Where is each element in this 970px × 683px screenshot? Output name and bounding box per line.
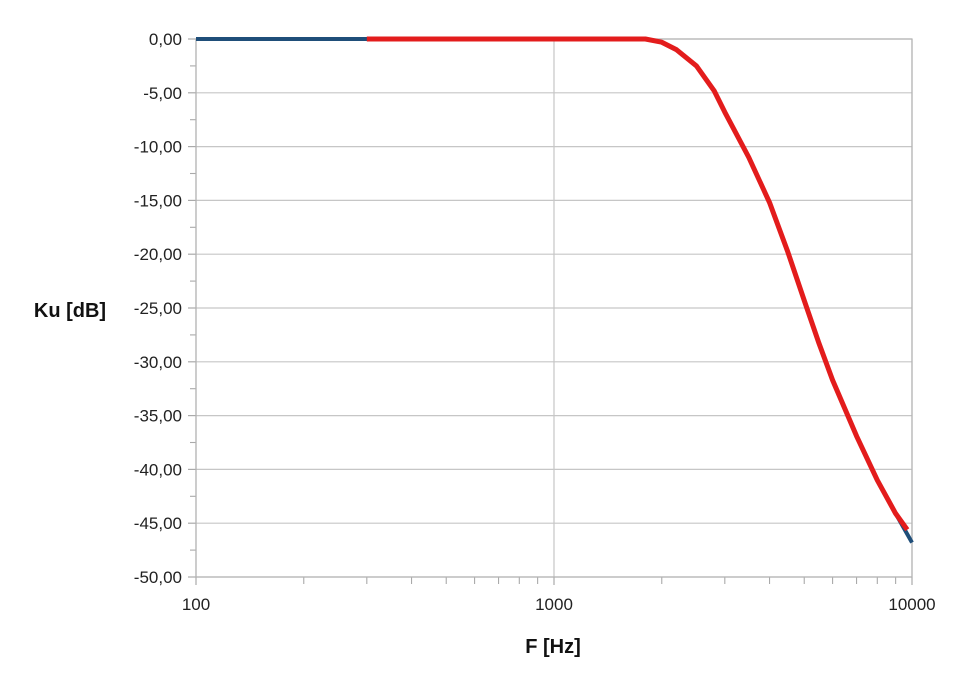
y-tick-label: -40,00 — [134, 460, 182, 479]
x-tick-label: 100 — [182, 595, 210, 614]
y-tick-label: -30,00 — [134, 353, 182, 372]
x-axis-tick-labels: 100 1000 10000 — [182, 595, 936, 614]
y-tick-label: -10,00 — [134, 138, 182, 157]
y-tick-label: -15,00 — [134, 191, 182, 210]
series-line-2 — [366, 36, 910, 532]
x-tick-label: 10000 — [888, 595, 935, 614]
x-tick-label: 1000 — [535, 595, 573, 614]
y-tick-label: 0,00 — [149, 30, 182, 49]
series-layer — [196, 36, 914, 544]
y-tick-label: -20,00 — [134, 245, 182, 264]
y-tick-label: -50,00 — [134, 568, 182, 587]
y-tick-label: -25,00 — [134, 299, 182, 318]
y-axis-tick-labels: 0,00 -5,00 -10,00 -15,00 -20,00 -25,00 -30,00 -… — [134, 30, 182, 587]
minor-tick-marks — [188, 38, 913, 585]
y-axis-title: Ku [dB] — [34, 300, 106, 322]
y-tick-label: -35,00 — [134, 407, 182, 426]
x-axis-title: F [Hz] — [525, 636, 581, 658]
y-tick-label: -45,00 — [134, 514, 182, 533]
y-tick-label: -5,00 — [143, 84, 182, 103]
